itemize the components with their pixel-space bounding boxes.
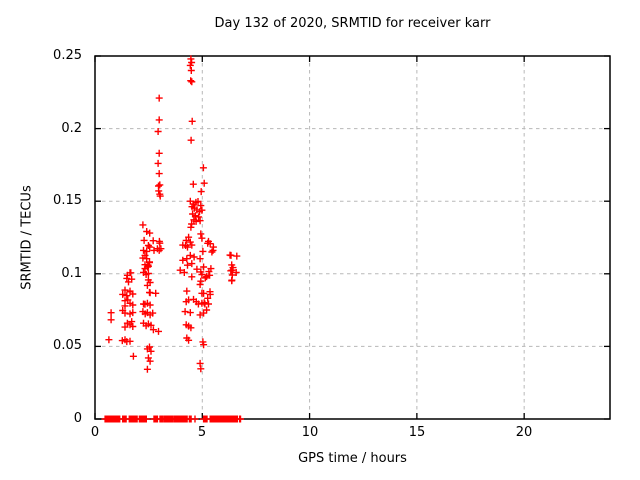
plot-border: [94, 55, 611, 420]
y-axis-label: SRMTID / TECUs: [19, 185, 35, 290]
y-tick-label-005: 0.05: [53, 338, 82, 353]
y-tick-label-025: 0.25: [53, 48, 82, 63]
x-tick-label-20: 20: [515, 425, 533, 440]
x-tick-label-5: 5: [197, 425, 207, 440]
chart-title: Day 132 of 2020, SRMTID for receiver kar…: [214, 16, 491, 31]
x-tick-label-0: 0: [90, 425, 100, 440]
data-points: [101, 55, 244, 423]
x-tick-label-15: 15: [408, 425, 426, 440]
y-tick-label-015: 0.15: [53, 193, 82, 208]
y-tick-label-01: 0.1: [61, 266, 82, 281]
x-axis-label: GPS time / hours: [298, 451, 407, 466]
y-tick-label-0: 0: [73, 411, 82, 426]
x-tick-label-10: 10: [301, 425, 319, 440]
y-tick-label-02: 0.2: [61, 121, 82, 136]
